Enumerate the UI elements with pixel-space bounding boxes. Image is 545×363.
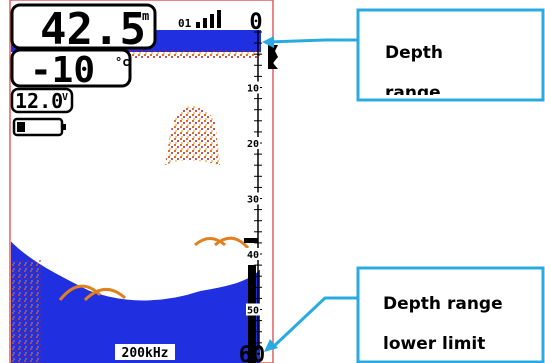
callout-line (272, 298, 358, 348)
voltage-value: 12.0 (15, 89, 63, 113)
scale-label: 50 (247, 306, 259, 317)
voltage-unit: V (62, 92, 68, 103)
frequency-label: 200kHz (122, 346, 169, 361)
callout-top: Depth range (262, 10, 543, 100)
signal-label: 01 (178, 17, 192, 30)
scale-label: 20 (247, 139, 259, 150)
callout-bottom: Depth range lower limit (264, 268, 543, 362)
temperature-value: -10 (30, 50, 95, 91)
scale-top-label: 0 (249, 10, 262, 35)
callout-text: Depth range lower limit (383, 284, 538, 360)
callout-text: Depth range (385, 33, 485, 95)
callout-text-frame: Depth range lower limit (383, 284, 538, 360)
scale-label: 30 (247, 195, 259, 206)
signal-marker (244, 238, 258, 243)
scale-label: 10 (247, 84, 259, 95)
depth-value: 42.5 (40, 4, 146, 55)
callout-text-frame: Depth range (385, 33, 485, 95)
battery-level (17, 122, 25, 132)
scale-bottom-label: 60 (239, 343, 266, 363)
depth-unit: m (142, 9, 149, 23)
temperature-unit: °c (115, 55, 129, 69)
bottom-noise (11, 260, 41, 363)
callout-line (268, 40, 358, 42)
surface-icon (268, 45, 278, 69)
scale-label: 40 (247, 250, 259, 261)
screenshot: 42.5 m 01 -10 °c 12.0 V 200kHz 0 60 10 20… (0, 0, 545, 363)
battery-tip (62, 124, 66, 130)
